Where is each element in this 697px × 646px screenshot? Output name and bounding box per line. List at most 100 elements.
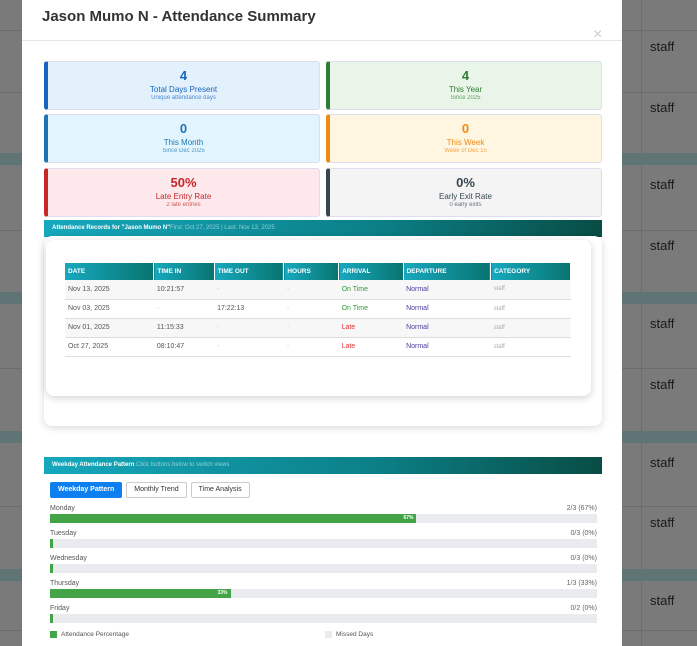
day-count: 2/3 (67%) — [566, 505, 597, 512]
stat-card: 4 This Year Since 2025 — [326, 61, 602, 110]
table-cell: staff — [490, 318, 571, 338]
stat-subtext: Week of Dec 15 — [444, 148, 487, 154]
background-cell: staff — [650, 377, 675, 392]
table-cell: staff — [490, 337, 571, 357]
progress-fill — [50, 614, 53, 623]
legend-present: Attendance Percentage — [50, 631, 129, 638]
stat-subtext: Since 2025 — [450, 95, 481, 101]
table-cell: 10:21:57 — [153, 280, 215, 300]
stat-value: 0 — [461, 121, 470, 136]
table-cell: Normal — [403, 318, 491, 338]
close-icon[interactable]: × — [593, 26, 603, 43]
table-row: Nov 01, 2025 11:15:33- - Late Normal staff — [65, 318, 571, 338]
weekday-title: Weekday Attendance Pattern — [52, 462, 135, 468]
stat-subtext: 0 early exits — [449, 202, 482, 208]
column-header[interactable]: TIME OUT — [214, 263, 285, 280]
stat-label: Total Days Present — [149, 85, 218, 94]
weekday-row: Monday 2/3 (67%) 67% — [50, 505, 597, 523]
stat-card: 0% Early Exit Rate 0 early exits — [326, 168, 602, 217]
column-header[interactable]: TIME IN — [153, 263, 215, 280]
table-cell: - — [214, 280, 284, 300]
table-row: Nov 13, 2025 10:21:57- - On Time Normal staff — [65, 280, 571, 300]
stat-value: 4 — [461, 68, 470, 83]
day-count: 0/3 (0%) — [570, 530, 597, 537]
background-cell: staff — [650, 39, 675, 54]
progress-track: 67% — [50, 514, 597, 523]
table-cell: 11:15:33 — [153, 318, 215, 338]
weekday-row: Tuesday 0/3 (0%) — [50, 530, 597, 548]
column-header[interactable]: DATE — [65, 263, 155, 280]
records-title: Attendance Records for "Jason Mumo N" — [52, 225, 171, 231]
tab-time-analysis[interactable]: Time Analysis — [190, 482, 250, 498]
table-cell: - — [214, 318, 284, 338]
table-cell: Normal — [403, 280, 491, 300]
legend-label: Missed Days — [336, 631, 374, 638]
table-row: Nov 03, 2025-17:22:13- On Time Normal staff — [65, 299, 571, 319]
table-cell: 08:10:47 — [153, 337, 215, 357]
progress-track — [50, 564, 597, 573]
stat-card: 0 This Week Week of Dec 15 — [326, 114, 602, 163]
background-cell: staff — [650, 177, 675, 192]
view-tabs: Weekday Pattern Monthly Trend Time Analysi… — [50, 482, 250, 498]
tab-weekday-pattern[interactable]: Weekday Pattern — [50, 482, 123, 498]
progress-fill — [50, 564, 53, 573]
weekday-row: Wednesday 0/3 (0%) — [50, 555, 597, 573]
progress-label: 67% — [403, 515, 414, 521]
table-cell: - — [153, 299, 215, 319]
column-header[interactable]: ARRIVAL — [338, 263, 404, 280]
table-cell: Normal — [403, 337, 491, 357]
stat-card: 0 This Month Since Dec 2025 — [44, 114, 320, 163]
background-cell: staff — [650, 100, 675, 115]
stat-subtext: 2 late entries — [166, 202, 201, 208]
records-header: Attendance Records for "Jason Mumo N"Fir… — [44, 220, 602, 237]
table-cell: - — [283, 299, 339, 319]
column-header[interactable]: CATEGORY — [490, 263, 571, 280]
day-count: 1/3 (33%) — [566, 580, 597, 587]
column-divider — [641, 0, 642, 646]
stat-value: 50% — [170, 175, 197, 190]
stat-value: 0 — [179, 121, 188, 136]
column-header[interactable]: HOURS — [283, 263, 340, 280]
day-name: Monday — [50, 505, 75, 512]
weekday-row: Thursday 1/3 (33%) 33% — [50, 580, 597, 598]
progress-fill: 33% — [50, 589, 231, 598]
modal-title: Jason Mumo N - Attendance Summary — [42, 8, 316, 25]
day-count: 0/2 (0%) — [570, 605, 597, 612]
stat-label: This Week — [446, 138, 485, 147]
background-cell: staff — [650, 515, 675, 530]
table-cell: On Time — [338, 299, 404, 319]
stat-value: 0% — [456, 175, 475, 190]
records-card: DATE TIME IN TIME OUT HOURS ARRIVAL DEPARTURE… — [44, 236, 602, 426]
day-count: 0/3 (0%) — [570, 555, 597, 562]
stat-card: 4 Total Days Present Unique attendance day… — [44, 61, 320, 110]
background-cell: staff — [650, 316, 675, 331]
table-cell: - — [283, 280, 339, 300]
background-cell: staff — [650, 238, 675, 253]
day-name: Wednesday — [50, 555, 87, 562]
attendance-table: DATE TIME IN TIME OUT HOURS ARRIVAL DEPARTURE… — [65, 263, 571, 357]
records-table-card: DATE TIME IN TIME OUT HOURS ARRIVAL DEPARTURE… — [46, 240, 591, 396]
legend-missed: Missed Days — [325, 631, 373, 638]
table-cell: staff — [490, 280, 571, 300]
stat-subtext: Since Dec 2025 — [162, 148, 205, 154]
background-cell: staff — [650, 593, 675, 608]
tab-monthly-trend[interactable]: Monthly Trend — [126, 482, 187, 498]
progress-track: 33% — [50, 589, 597, 598]
table-cell: Late — [338, 337, 404, 357]
day-name: Friday — [50, 605, 70, 612]
progress-label: 33% — [217, 590, 228, 596]
stat-subtext: Unique attendance days — [151, 95, 216, 101]
table-cell: Normal — [403, 299, 491, 319]
day-name: Thursday — [50, 580, 80, 587]
progress-fill: 67% — [50, 514, 417, 523]
table-cell: 17:22:13 — [214, 299, 284, 319]
legend-label: Attendance Percentage — [61, 631, 129, 638]
divider — [22, 40, 622, 41]
table-cell: staff — [490, 299, 571, 319]
day-name: Tuesday — [50, 530, 77, 537]
attendance-summary-modal: Jason Mumo N - Attendance Summary × 4 Tot… — [22, 0, 622, 646]
weekday-subtitle: Click buttons below to switch views — [136, 462, 230, 468]
table-cell: Nov 01, 2025 — [65, 318, 154, 338]
column-header[interactable]: DEPARTURE — [403, 263, 492, 280]
stat-label: Early Exit Rate — [439, 192, 492, 201]
